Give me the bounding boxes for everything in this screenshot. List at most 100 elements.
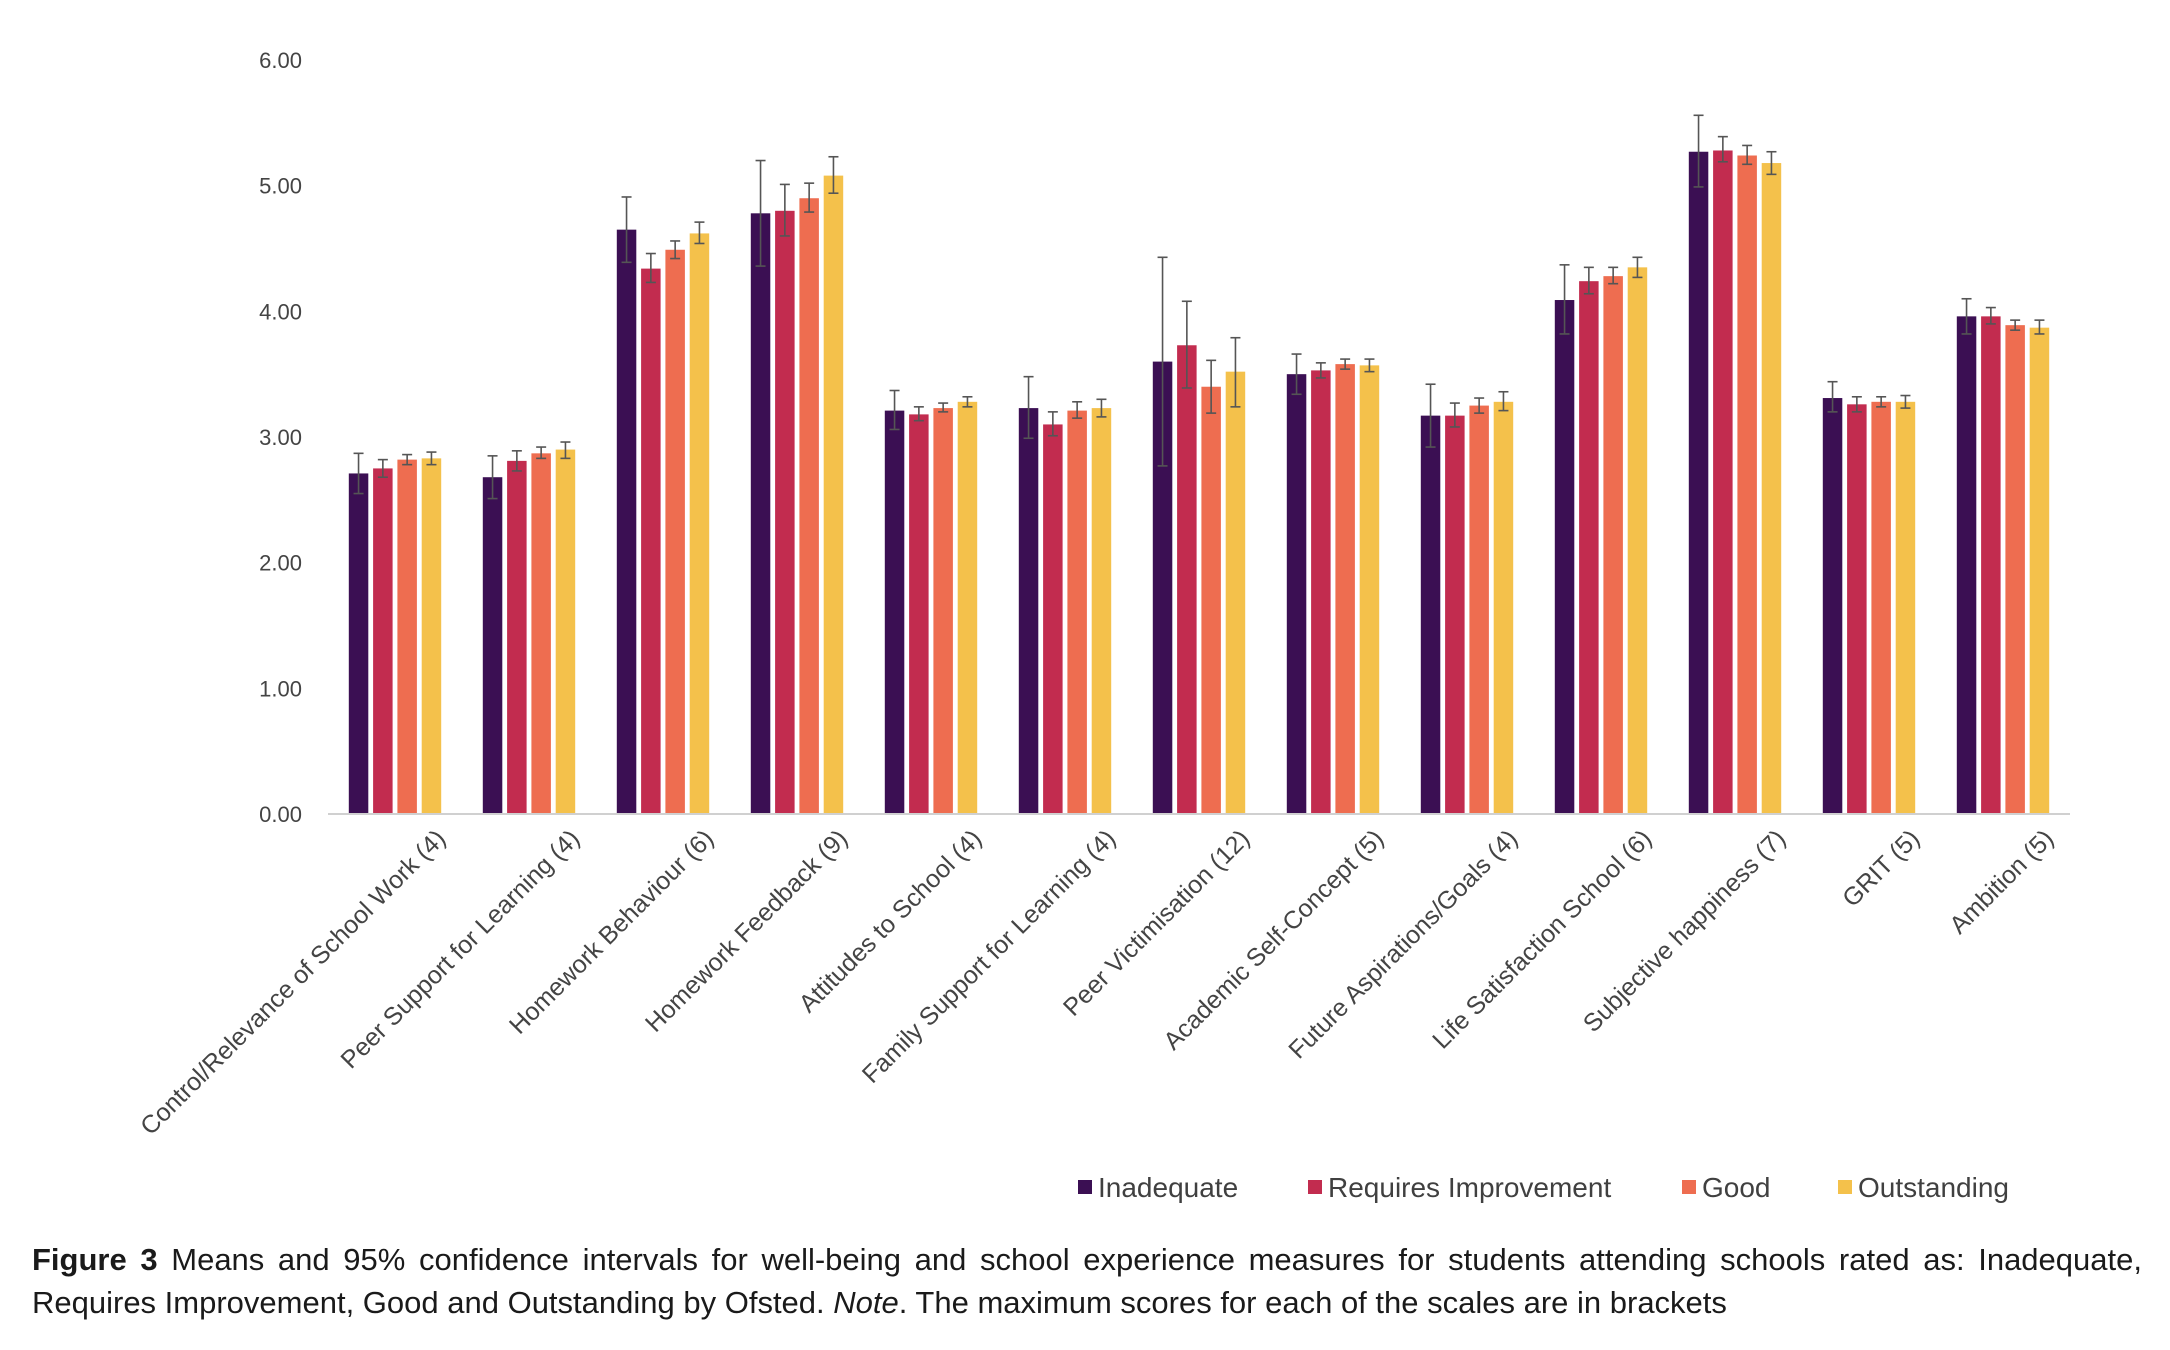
bar <box>1445 415 1465 814</box>
error-bar <box>755 159 766 267</box>
legend-item: Requires Improvement <box>1308 1172 1611 1203</box>
y-tick-label: 4.00 <box>259 299 302 324</box>
error-bar <box>402 453 413 466</box>
bar <box>555 449 576 814</box>
bar <box>2029 327 2050 814</box>
error-bar <box>487 455 498 500</box>
x-tick-label: Family Support for Learning (4) <box>857 824 1121 1088</box>
bar <box>507 460 527 814</box>
y-tick-label: 6.00 <box>259 48 302 73</box>
error-bar <box>1851 395 1862 413</box>
bar <box>482 477 503 814</box>
bar <box>1493 401 1514 814</box>
bar <box>1420 415 1441 814</box>
bar <box>1018 408 1039 814</box>
bar <box>1895 401 1916 814</box>
bar <box>1225 371 1246 814</box>
error-bar <box>889 389 900 431</box>
x-tick-label: Ambition (5) <box>1944 824 2059 939</box>
bar <box>1152 361 1173 814</box>
error-bar <box>1315 362 1326 379</box>
legend-label: Outstanding <box>1858 1172 2009 1203</box>
error-bars-layer <box>353 114 2045 500</box>
error-bar <box>1425 383 1436 448</box>
error-bar <box>1693 114 1704 188</box>
bar <box>1286 374 1307 814</box>
error-bar <box>1474 397 1485 414</box>
caption-text-2: . The maximum scores for each of the sca… <box>898 1285 1727 1320</box>
bar <box>421 458 442 814</box>
bar <box>1359 365 1380 814</box>
error-bar <box>1023 375 1034 440</box>
error-bar <box>1608 266 1619 285</box>
x-axis-labels: Control/Relevance of School Work (4)Peer… <box>135 824 2059 1140</box>
legend: Inadequate Requires Improvement Good Outsta… <box>1078 1172 2009 1203</box>
y-tick-label: 5.00 <box>259 174 302 199</box>
error-bar <box>536 446 547 460</box>
error-bar <box>670 240 681 260</box>
bar <box>1335 364 1355 814</box>
bar <box>641 268 661 814</box>
bar <box>1201 386 1221 814</box>
bar <box>1761 163 1782 815</box>
error-bar <box>426 451 437 466</box>
bar <box>1627 267 1648 815</box>
legend-swatch <box>1308 1180 1322 1194</box>
error-bar <box>621 196 632 264</box>
error-bar <box>1900 394 1911 409</box>
error-bar <box>1364 358 1375 373</box>
x-tick-label: Academic Self-Concept (5) <box>1158 824 1389 1055</box>
error-bar <box>1632 256 1643 279</box>
bar <box>348 473 369 814</box>
error-bar <box>1498 390 1509 412</box>
error-bar <box>1961 297 1972 335</box>
legend-swatch <box>1838 1180 1852 1194</box>
error-bar <box>1827 380 1838 413</box>
legend-item: Inadequate <box>1078 1172 1238 1203</box>
x-tick-label: Life Satisfaction School (6) <box>1427 824 1657 1054</box>
error-bar <box>962 395 973 408</box>
legend-label: Good <box>1702 1172 1771 1203</box>
legend-label: Inadequate <box>1098 1172 1238 1203</box>
error-bar <box>1291 353 1302 396</box>
x-tick-label: Control/Relevance of School Work (4) <box>135 824 451 1140</box>
bar <box>1603 276 1623 814</box>
error-bar <box>353 452 364 495</box>
error-bar <box>511 450 522 472</box>
bar <box>373 468 393 814</box>
y-axis-ticks: 0.00 1.00 2.00 3.00 4.00 5.00 6.00 <box>259 48 302 827</box>
bar <box>884 410 905 814</box>
y-tick-label: 3.00 <box>259 425 302 450</box>
error-bar <box>1181 300 1192 389</box>
bar <box>665 249 685 815</box>
caption-note: Note <box>833 1285 899 1320</box>
error-bar <box>828 155 839 195</box>
x-tick-label: Peer Support for Learning (4) <box>336 824 586 1074</box>
bar <box>689 233 710 815</box>
bar <box>1688 151 1709 814</box>
bar <box>1091 408 1112 814</box>
bar <box>1847 404 1867 814</box>
error-bar <box>1206 359 1217 414</box>
bar <box>1822 398 1843 814</box>
bar <box>2005 325 2025 814</box>
bar <box>616 229 637 814</box>
y-tick-label: 1.00 <box>259 676 302 701</box>
error-bar <box>779 183 790 237</box>
bars-layer <box>348 150 2050 815</box>
error-bar <box>694 221 705 245</box>
legend-item: Outstanding <box>1838 1172 2009 1203</box>
bar <box>531 453 551 814</box>
error-bar <box>1047 411 1058 437</box>
bar <box>823 175 844 814</box>
bar <box>1311 370 1331 814</box>
bar <box>1737 155 1757 815</box>
bar <box>1871 401 1891 814</box>
error-bar <box>913 406 924 422</box>
y-tick-label: 2.00 <box>259 551 302 576</box>
error-bar <box>2034 319 2045 335</box>
error-bar <box>804 182 815 213</box>
error-bar <box>1230 336 1241 408</box>
error-bar <box>1340 358 1351 370</box>
x-tick-label: GRIT (5) <box>1837 824 1925 912</box>
